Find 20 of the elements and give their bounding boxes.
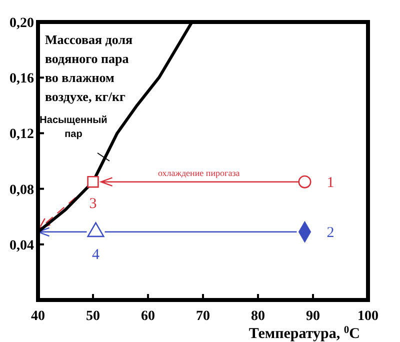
y-tick-label: 0,04 [10, 238, 34, 254]
annotation: Насыщенный пар [40, 115, 108, 140]
y-tick-label: 0,12 [10, 127, 34, 142]
annotation: 2 [326, 224, 334, 241]
x-tick-label: 60 [141, 309, 155, 324]
x-tick-label: 40 [31, 309, 45, 324]
x-tick-label: 50 [86, 309, 100, 324]
x-tick-label: 100 [358, 309, 378, 324]
x-tick-label: 70 [196, 309, 210, 324]
x-tick-label: 90 [306, 309, 320, 324]
annotation: 1 [326, 174, 334, 191]
x-tick-label: 80 [251, 309, 265, 324]
x-axis-title: Температура, $^{0}$C [248, 324, 360, 342]
annotation: охлаждение пирогаза [158, 168, 240, 178]
annotation: 4 [92, 246, 100, 263]
y-tick-label: 0,08 [10, 182, 34, 198]
y-tick-label: 0,16 [10, 72, 34, 87]
y-tick-label: 0,20 [10, 16, 34, 31]
y-axis-title: Массовая доля водяного пара во влажном воздухе, кг/кг [45, 32, 133, 104]
annotation: 3 [89, 196, 97, 212]
